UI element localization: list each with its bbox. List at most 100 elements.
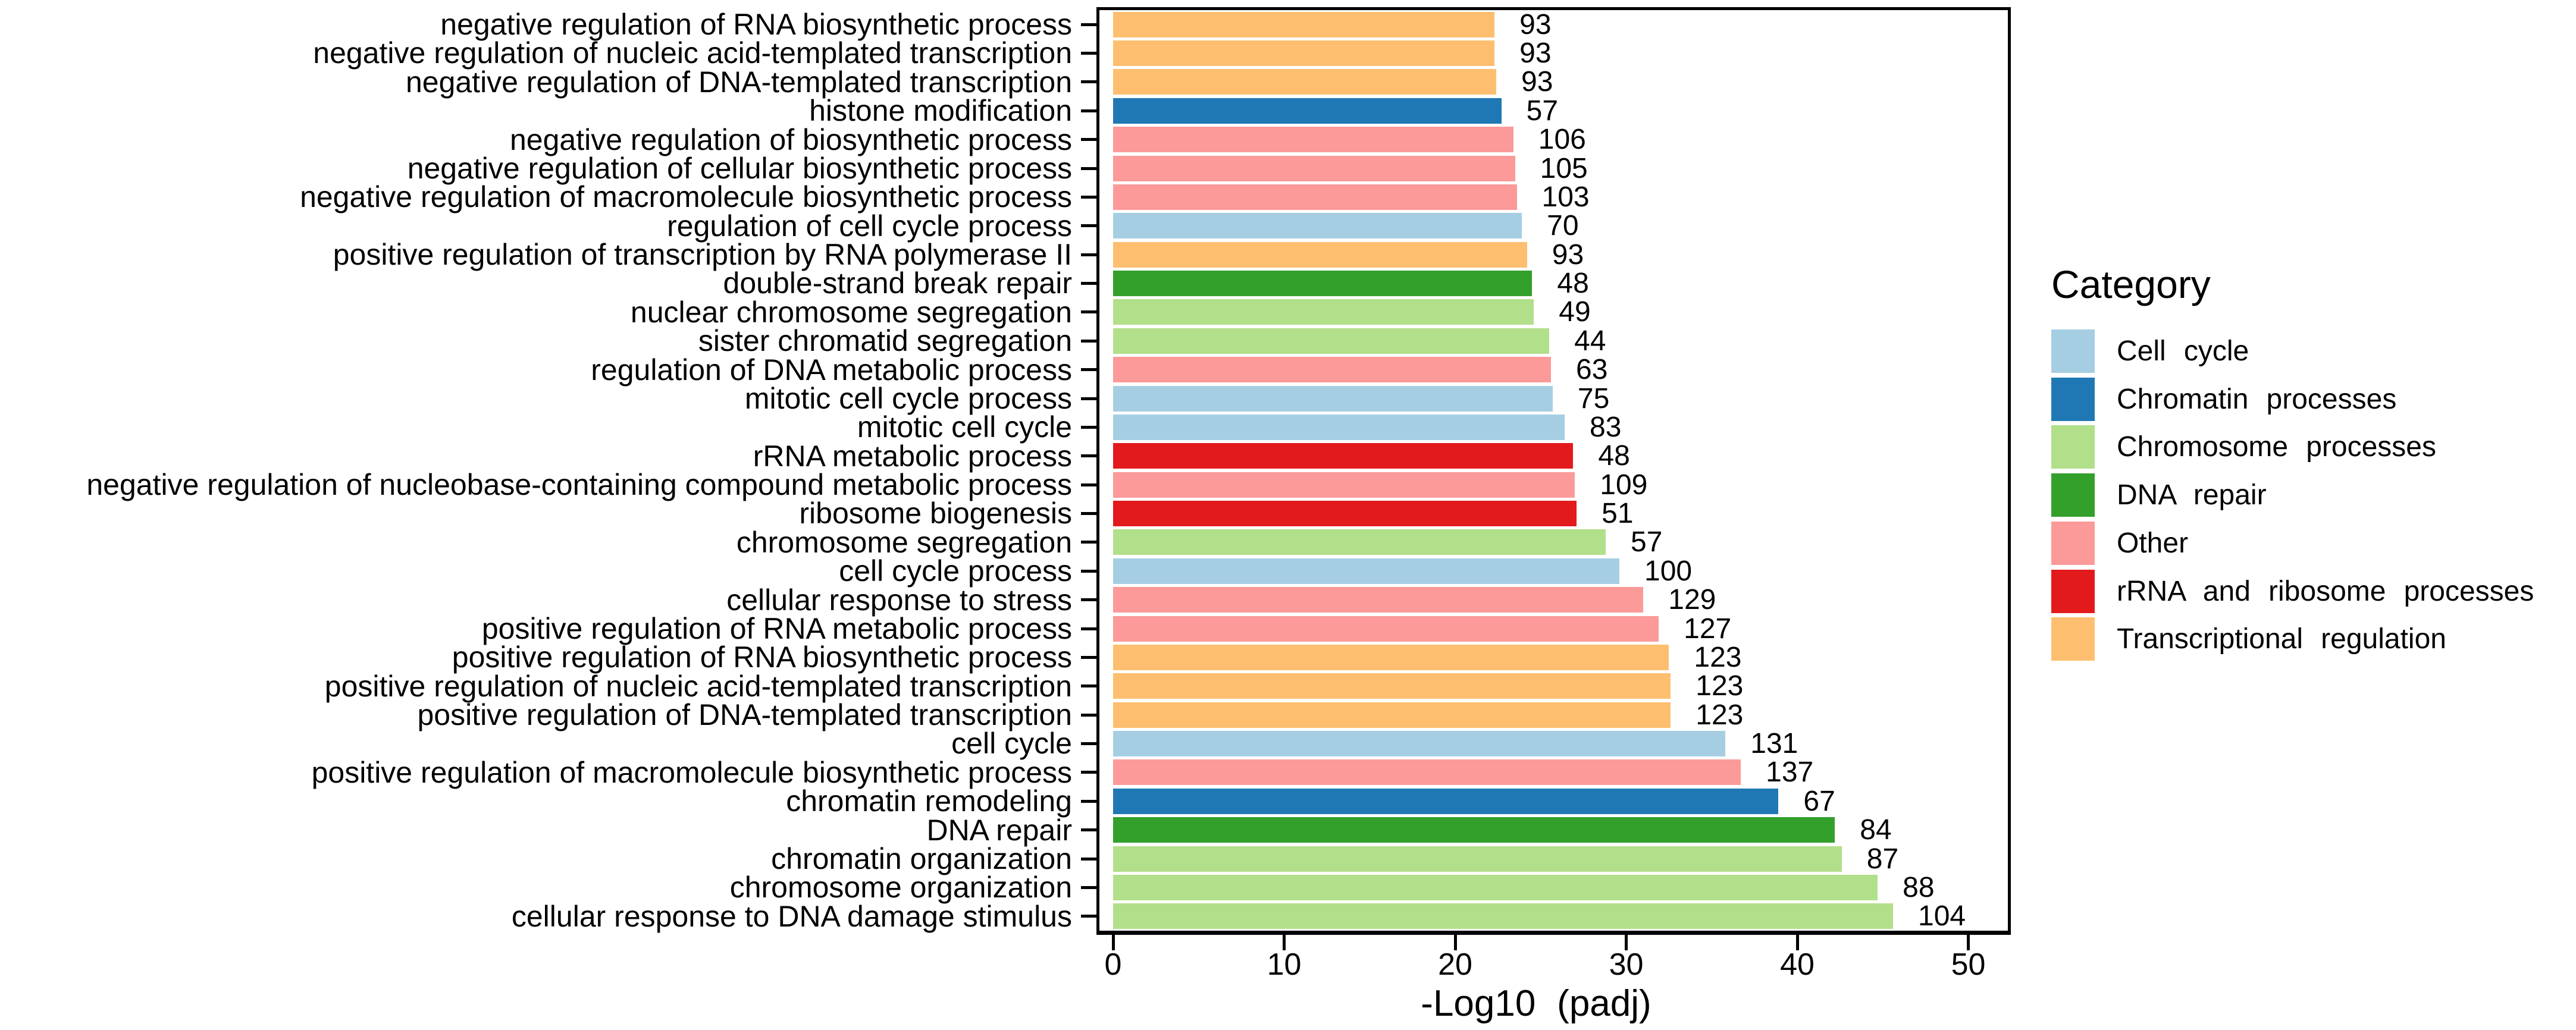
bar-count-label: 106 [1538, 124, 1586, 156]
bar [1113, 155, 1515, 181]
y-axis-term-label: positive regulation of nucleic acid-temp… [324, 669, 1072, 703]
legend-entry-label: Transcriptional regulation [2117, 623, 2446, 655]
bar [1113, 673, 1671, 699]
y-tick-mark [1081, 253, 1096, 256]
y-tick-mark [1081, 80, 1096, 84]
bar [1113, 127, 1513, 153]
y-tick-mark [1081, 885, 1096, 889]
legend-entry-label: DNA repair [2117, 479, 2267, 511]
legend-entry-label: Chromosome processes [2117, 431, 2436, 463]
y-tick-mark [1081, 915, 1096, 918]
y-axis-term-label: positive regulation of RNA biosynthetic … [452, 640, 1072, 674]
legend-color-key [2051, 617, 2095, 661]
y-tick-mark [1081, 52, 1096, 55]
x-tick-mark [1453, 935, 1457, 950]
y-tick-mark [1081, 799, 1096, 803]
bar [1113, 299, 1534, 325]
y-axis-term-label: cell cycle [951, 727, 1072, 761]
x-tick-label: 30 [1609, 947, 1644, 982]
bar [1113, 98, 1502, 124]
y-tick-mark [1081, 512, 1096, 516]
bar-count-label: 57 [1631, 526, 1663, 558]
y-axis-term-label: chromosome segregation [736, 525, 1072, 559]
y-axis-term-label: positive regulation of transcription by … [333, 238, 1072, 271]
bar-count-label: 123 [1694, 641, 1742, 673]
bar-count-label: 123 [1696, 699, 1744, 731]
bar [1113, 385, 1553, 412]
y-axis-term-label: regulation of cell cycle process [667, 209, 1072, 243]
bar-count-label: 109 [1600, 469, 1648, 501]
y-tick-mark [1081, 828, 1096, 832]
y-axis-term-label: cell cycle process [839, 554, 1072, 588]
bar-count-label: 51 [1602, 498, 1634, 530]
y-tick-mark [1081, 195, 1096, 199]
bar [1113, 644, 1669, 670]
x-tick-label: 10 [1267, 947, 1302, 982]
y-axis-term-label: positive regulation of RNA metabolic pro… [481, 611, 1072, 645]
y-tick-mark [1081, 397, 1096, 400]
y-tick-mark [1081, 339, 1096, 343]
bar-count-label: 44 [1574, 325, 1606, 357]
bar [1113, 472, 1575, 498]
bar [1113, 40, 1495, 67]
bar-count-label: 70 [1547, 210, 1579, 242]
y-axis-term-label: cellular response to stress [726, 583, 1072, 617]
y-axis-term-label: negative regulation of nucleic acid-temp… [313, 36, 1072, 70]
y-tick-mark [1081, 598, 1096, 602]
bar [1113, 846, 1842, 872]
y-axis-term-label: mitotic cell cycle process [744, 381, 1072, 415]
bar-count-label: 105 [1540, 152, 1588, 184]
bar-count-label: 87 [1866, 843, 1899, 875]
bar-count-label: 63 [1576, 354, 1608, 386]
bar [1113, 328, 1550, 354]
legend-color-key [2051, 521, 2095, 565]
y-axis-term-label: positive regulation of DNA-templated tra… [417, 698, 1072, 731]
bar [1113, 874, 1878, 900]
bar [1113, 558, 1619, 584]
y-tick-mark [1081, 368, 1096, 372]
y-axis-term-label: negative regulation of nucleobase-contai… [86, 468, 1072, 501]
bar-count-label: 100 [1644, 555, 1693, 587]
legend-color-key [2051, 569, 2095, 613]
y-axis-term-label: positive regulation of macromolecule bio… [311, 755, 1072, 789]
y-axis-term-label: sister chromatid segregation [698, 324, 1072, 358]
x-tick-mark [1625, 935, 1628, 950]
bar-count-label: 48 [1598, 440, 1630, 472]
y-tick-mark [1081, 224, 1096, 228]
bars-layer: 93 93 93 57 106 105 103 70 93 48 49 44 63 75 83 48 109 51… [1099, 10, 2008, 931]
legend-color-key [2051, 425, 2095, 469]
x-tick-mark [1967, 935, 1970, 950]
x-tick-mark [1283, 935, 1286, 950]
x-tick-label: 0 [1104, 947, 1122, 982]
y-tick-mark [1081, 771, 1096, 774]
bar [1113, 759, 1741, 786]
legend-color-key [2051, 473, 2095, 517]
y-tick-mark [1081, 857, 1096, 861]
y-axis-term-label: negative regulation of macromolecule bio… [300, 180, 1072, 214]
bar-count-label: 88 [1903, 871, 1935, 903]
y-tick-mark [1081, 425, 1096, 429]
x-tick-label: 50 [1951, 947, 1986, 982]
bar [1113, 731, 1726, 757]
bar [1113, 903, 1893, 929]
bar-count-label: 104 [1918, 900, 1966, 931]
bar-count-label: 49 [1559, 296, 1591, 328]
legend-entry-label: Chromatin processes [2117, 383, 2397, 415]
legend-entry-label: rRNA and ribosome processes [2117, 575, 2534, 607]
bar [1113, 587, 1644, 613]
legend-color-key [2051, 329, 2095, 373]
bar [1113, 788, 1779, 814]
bar [1113, 616, 1659, 642]
y-axis-term-label: mitotic cell cycle [857, 410, 1072, 444]
bar-count-label: 129 [1668, 584, 1716, 616]
y-tick-mark [1081, 713, 1096, 717]
y-tick-mark [1081, 483, 1096, 486]
y-axis-term-label: negative regulation of DNA-templated tra… [405, 65, 1072, 99]
bar-count-label: 93 [1521, 66, 1553, 98]
bar-count-label: 103 [1541, 181, 1590, 213]
bar-count-label: 131 [1750, 728, 1798, 760]
bar-count-label: 75 [1577, 382, 1610, 414]
y-axis-term-label: negative regulation of biosynthetic proc… [509, 123, 1072, 156]
y-tick-mark [1081, 541, 1096, 544]
